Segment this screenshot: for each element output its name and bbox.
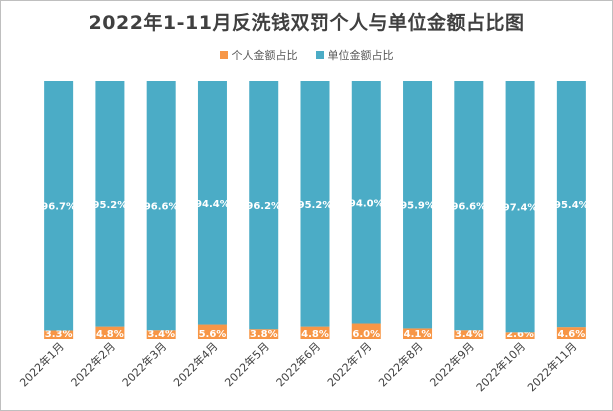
- bar-individual-2: [95, 326, 125, 339]
- bar-unit-2: [95, 81, 125, 327]
- x-tick-label-8: 2022年8月: [375, 339, 425, 389]
- bar-unit-10: [505, 81, 535, 333]
- data-label-individual-11: 4.6%: [557, 329, 585, 340]
- data-label-unit-9: 96.6%: [451, 202, 486, 213]
- data-label-individual-4: 5.6%: [199, 329, 227, 340]
- data-label-unit-3: 96.6%: [144, 202, 179, 213]
- x-tick-label-3: 2022年3月: [119, 339, 169, 389]
- x-tick-label-6: 2022年6月: [273, 339, 323, 389]
- data-label-individual-9: 3.4%: [455, 329, 483, 340]
- x-tick-label-2: 2022年2月: [68, 339, 118, 389]
- bar-individual-3: [146, 330, 176, 339]
- data-label-individual-2: 4.8%: [96, 329, 124, 340]
- data-label-individual-10: 2.6%: [506, 329, 534, 340]
- data-label-unit-6: 95.2%: [298, 200, 333, 211]
- x-tick-label-4: 2022年4月: [170, 339, 220, 389]
- data-label-unit-2: 95.2%: [93, 200, 128, 211]
- data-label-unit-1: 96.7%: [41, 202, 76, 213]
- bar-unit-5: [249, 81, 279, 330]
- data-label-unit-4: 94.4%: [195, 199, 230, 210]
- bar-individual-9: [454, 330, 484, 339]
- x-tick-label-1: 2022年1月: [17, 339, 67, 389]
- bar-individual-10: [505, 332, 535, 339]
- data-label-unit-5: 96.2%: [246, 201, 281, 212]
- data-label-individual-6: 4.8%: [301, 329, 329, 340]
- legend-item-unit: 单位金额占比: [315, 47, 394, 63]
- bar-unit-3: [146, 81, 176, 331]
- x-tick-label-5: 2022年5月: [222, 339, 272, 389]
- legend-swatch-unit: [315, 51, 324, 59]
- x-tick-label-10: 2022年10月: [473, 339, 528, 394]
- bar-unit-6: [300, 81, 330, 327]
- x-tick-label-9: 2022年9月: [427, 339, 477, 389]
- data-label-individual-3: 3.4%: [147, 329, 175, 340]
- chart-title: 2022年1-11月反洗钱双罚个人与单位金额占比图: [88, 12, 525, 34]
- data-label-unit-8: 95.9%: [400, 201, 435, 212]
- bar-individual-8: [403, 328, 433, 339]
- data-label-unit-11: 95.4%: [554, 200, 589, 211]
- data-label-individual-5: 3.8%: [250, 329, 278, 340]
- bar-unit-7: [351, 81, 381, 324]
- bar-unit-4: [197, 81, 227, 325]
- legend-label-unit: 单位金额占比: [327, 49, 394, 62]
- bar-individual-11: [556, 327, 586, 339]
- bar-individual-4: [197, 324, 227, 339]
- bar-individual-6: [300, 326, 330, 339]
- data-label-unit-10: 97.4%: [503, 203, 538, 214]
- data-label-unit-7: 94.0%: [349, 198, 384, 209]
- bar-individual-1: [44, 330, 74, 339]
- data-label-individual-1: 3.3%: [45, 329, 73, 340]
- bar-unit-8: [403, 81, 433, 329]
- x-tick-label-11: 2022年11月: [524, 339, 579, 394]
- chart-legend: 个人金额占比 单位金额占比: [0, 47, 613, 63]
- data-label-individual-7: 6.0%: [352, 329, 380, 340]
- bar-unit-11: [556, 81, 586, 328]
- bar-individual-5: [249, 329, 279, 339]
- data-label-individual-8: 4.1%: [404, 329, 432, 340]
- legend-swatch-individual: [219, 51, 228, 59]
- bar-unit-9: [454, 81, 484, 331]
- legend-label-individual: 个人金额占比: [231, 49, 298, 62]
- x-tick-label-7: 2022年7月: [324, 339, 374, 389]
- bar-individual-7: [351, 323, 381, 339]
- bar-unit-1: [44, 81, 74, 331]
- legend-item-individual: 个人金额占比: [219, 47, 298, 63]
